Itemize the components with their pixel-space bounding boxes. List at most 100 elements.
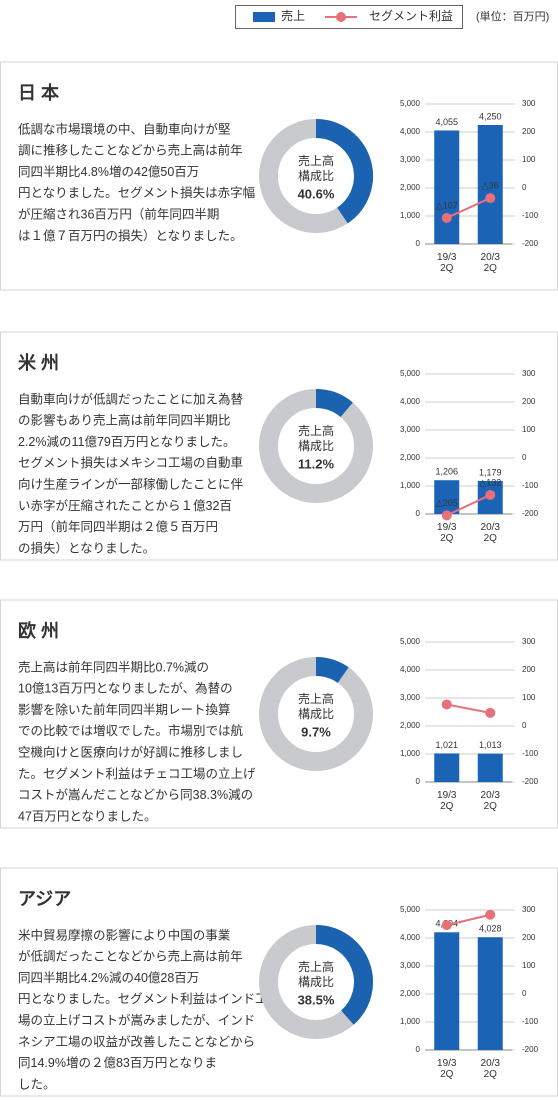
y2-tick-label: 100 (522, 425, 536, 434)
y2-tick-label: -200 (522, 1045, 539, 1054)
y-tick-label: 3,000 (400, 961, 421, 970)
body-line: した。 (18, 1077, 56, 1091)
y-tick-label: 0 (416, 777, 421, 786)
y2-tick-label: 100 (522, 961, 536, 970)
bar-value-label: 1,013 (479, 740, 502, 750)
y-tick-label: 2,000 (400, 183, 421, 192)
donut-value-label: 40.6% (298, 186, 335, 201)
line (446, 703, 491, 714)
section-panel (0, 331, 558, 561)
y2-tick-label: 100 (522, 693, 536, 702)
line (446, 197, 491, 219)
body-line: 同四半期比4.8%増の42億50百万 (18, 165, 199, 179)
body-line: 同四半期比4.2%減の40億28百万 (18, 970, 199, 985)
x-tick-label: 19/3 2Q (437, 522, 457, 544)
body-line: 円となりました。セグメント利益はインド工 (18, 992, 268, 1006)
x-tick-label: 20/3 2Q (481, 790, 501, 812)
donut-segment (315, 657, 349, 684)
y2-tick-label: -100 (522, 481, 539, 490)
y2-tick-label: -200 (522, 777, 539, 786)
body-line: 2.2%減の11億79百万円となりました。 (18, 434, 236, 449)
body-line: ネシア工場の収益が改善したことなどから (18, 1034, 255, 1049)
y-tick-label: 1,000 (400, 1017, 421, 1026)
line-point (485, 909, 496, 920)
y2-tick-label: 200 (522, 127, 536, 136)
y2-tick-label: 0 (522, 183, 527, 192)
y2-tick-label: 200 (522, 933, 536, 942)
bar (477, 937, 503, 1050)
line-value-label: △36 (482, 180, 499, 190)
bar-value-label: 4,055 (435, 117, 458, 127)
body-line: 向け生産ラインが一部稼働したことに伴 (18, 476, 244, 491)
body-line: 空機向けと医療向けが好調に推移しまし (18, 744, 243, 759)
x-tick-label: 19/3 2Q (437, 252, 457, 274)
y-tick-label: 5,000 (400, 369, 421, 378)
y-tick-label: 2,000 (400, 721, 421, 730)
line-value-label: △132 (479, 477, 501, 487)
section-heading: 欧 州 (18, 620, 59, 641)
donut-segment (315, 925, 373, 1025)
y2-tick-label: -200 (522, 239, 539, 248)
y-tick-label: 3,000 (400, 425, 421, 434)
y2-tick-label: 100 (522, 155, 536, 164)
y2-tick-label: -100 (522, 211, 539, 220)
y2-tick-label: 0 (522, 721, 527, 730)
body-line: 万円（前年同四半期は２億５百万円 (18, 519, 218, 534)
bar-value-label: 4,028 (479, 924, 502, 934)
line-value-label: △107 (436, 200, 458, 210)
section-panel (0, 867, 558, 1097)
body-line: セグメント損失はメキシコ工場の自動車 (18, 455, 243, 470)
y2-tick-label: 300 (522, 905, 536, 914)
body-line: 自動車向けが低調だったことに加え為替 (18, 391, 244, 406)
y2-tick-label: 300 (522, 637, 536, 646)
body-line: 円となりました。セグメント損失は赤字幅 (18, 185, 255, 200)
body-line: い赤字が圧縮されたことから１億32百 (18, 498, 232, 513)
body-line: の影響もあり売上高は前年同四半期比 (18, 413, 231, 428)
body-line: た。セグメント利益はチェコ工場の立上げ (18, 766, 256, 781)
body-line: コストが嵩んだことなどから同38.3%減の (18, 787, 253, 802)
bar-value-label: 1,179 (479, 467, 502, 477)
section-heading: 日 本 (18, 82, 59, 103)
bar-value-label: 1,206 (435, 467, 458, 477)
donut-segment (315, 389, 353, 418)
section-heading: 米 州 (18, 352, 59, 373)
body-line: が低調だったことなどから売上高は前年 (18, 949, 243, 964)
y2-tick-label: 200 (522, 665, 536, 674)
donut-center-label: 売上高構成比 (298, 959, 334, 989)
donut-center-label: 売上高構成比 (298, 691, 334, 721)
body-line: 10億13百万円となりましたが、為替の (18, 681, 233, 696)
legend-marker (336, 12, 346, 22)
y-tick-label: 0 (416, 509, 421, 518)
y-tick-label: 0 (416, 1045, 421, 1054)
donut-segment (315, 119, 373, 224)
y2-tick-label: 200 (522, 397, 536, 406)
bar (434, 932, 460, 1050)
body-line: の損失）となりました。 (18, 540, 155, 555)
line-point (441, 920, 452, 931)
bar (434, 753, 460, 782)
line-point (485, 707, 496, 718)
x-tick-label: 19/3 2Q (437, 790, 457, 812)
donut-value-label: 38.5% (298, 992, 335, 1007)
bar (434, 130, 460, 244)
bar (434, 480, 460, 514)
body-line: は１億７百万円の損失）となりました。 (18, 228, 243, 243)
line-value-label: △205 (436, 498, 458, 508)
line-point (485, 193, 496, 204)
y-tick-label: 1,000 (400, 481, 421, 490)
y-tick-label: 2,000 (400, 989, 421, 998)
y-tick-label: 5,000 (400, 637, 421, 646)
line-point (485, 489, 496, 500)
y-tick-label: 4,000 (400, 933, 421, 942)
body-line: 47百万円となりました。 (18, 809, 157, 823)
y-tick-label: 4,000 (400, 665, 421, 674)
x-tick-label: 20/3 2Q (481, 1058, 501, 1080)
unit-label: (単位：百万円) (476, 9, 549, 23)
donut-center-label: 売上高構成比 (298, 423, 334, 453)
bar-value-label: 4,250 (479, 111, 502, 121)
y2-tick-label: -100 (522, 1017, 539, 1026)
body-line: 場の立上げコストが嵩みましたが、インド (18, 1012, 255, 1027)
body-line: 同14.9%増の２億83百万円となりま (18, 1056, 217, 1070)
legend-swatch (253, 12, 275, 22)
y2-tick-label: -200 (522, 509, 539, 518)
